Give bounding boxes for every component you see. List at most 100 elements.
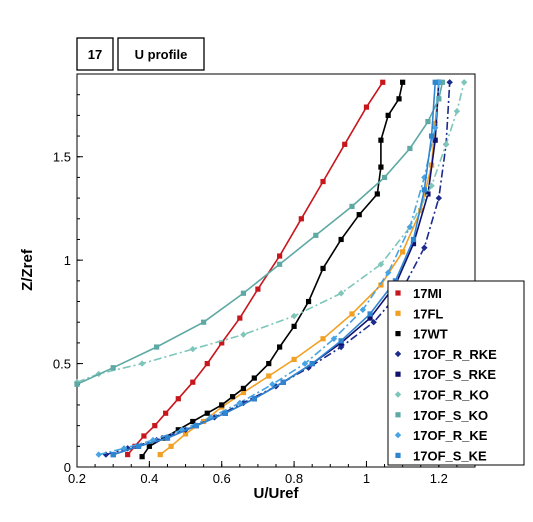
data-point xyxy=(141,433,147,439)
data-point xyxy=(400,249,406,255)
data-point xyxy=(204,410,210,416)
legend-entry-17wt: 17WT xyxy=(395,327,448,342)
data-point xyxy=(291,356,297,363)
legend-marker xyxy=(394,350,402,358)
legend-marker xyxy=(395,371,401,377)
data-point xyxy=(309,360,315,367)
legend-marker xyxy=(395,412,401,418)
data-point xyxy=(406,223,414,231)
data-point xyxy=(313,232,319,238)
data-point xyxy=(255,286,261,292)
data-point xyxy=(337,290,345,297)
data-point xyxy=(305,298,312,305)
x-tick-label: 0.8 xyxy=(285,471,303,486)
data-point xyxy=(410,241,417,247)
data-point xyxy=(146,443,152,449)
data-point xyxy=(432,124,439,131)
series-layer xyxy=(73,79,468,460)
data-point xyxy=(384,269,392,276)
legend-marker xyxy=(394,391,402,398)
data-point xyxy=(240,385,247,391)
data-point xyxy=(102,451,110,458)
x-tick-label: 0.6 xyxy=(213,471,231,486)
data-point xyxy=(442,141,450,148)
data-point xyxy=(446,79,453,86)
data-point xyxy=(385,112,391,118)
legend-label: 17WT xyxy=(413,327,448,342)
data-point xyxy=(291,323,297,329)
data-point xyxy=(338,236,344,243)
legend-marker xyxy=(395,331,401,337)
data-point xyxy=(204,360,210,367)
y-tick-label: 1 xyxy=(64,253,71,268)
data-point xyxy=(349,311,355,317)
data-point xyxy=(139,454,145,460)
data-point xyxy=(320,178,326,185)
series-17of-s-ke xyxy=(110,79,438,458)
x-tick-label: 0.2 xyxy=(68,471,86,486)
profile-tag: U profile xyxy=(117,37,205,71)
legend-marker xyxy=(394,431,402,439)
case-label: 17 xyxy=(88,47,102,62)
data-point xyxy=(367,315,373,321)
data-point xyxy=(439,79,446,85)
data-point xyxy=(359,306,367,313)
data-point xyxy=(396,96,402,102)
data-point xyxy=(342,141,348,147)
data-point xyxy=(163,410,169,416)
data-point xyxy=(251,375,257,381)
legend-entry-17of-s-ko: 17OF_S_KO xyxy=(395,408,488,423)
data-point xyxy=(269,381,276,388)
data-point xyxy=(240,290,247,296)
data-point xyxy=(320,336,326,342)
legend: 17MI 17FL 17WT 17OF_R_RKE 17OF_S_RKE 17OF_R_K… xyxy=(387,280,525,466)
data-point xyxy=(110,365,116,371)
data-point xyxy=(280,379,286,385)
legend-box xyxy=(387,280,525,466)
x-tick-label: 0.4 xyxy=(140,471,158,486)
legend-entry-17mi: 17MI xyxy=(395,286,442,301)
legend-entry-17of-s-ke: 17OF_S_KE xyxy=(395,448,487,463)
x-tick-label: 1.2 xyxy=(430,471,448,486)
data-point xyxy=(138,360,146,367)
data-point xyxy=(189,345,196,353)
legend-label: 17FL xyxy=(413,306,443,321)
data-point xyxy=(154,344,160,350)
data-point xyxy=(378,164,384,170)
legend-label: 17OF_R_KE xyxy=(413,428,488,443)
y-tick-label: 1.5 xyxy=(53,150,71,165)
data-point xyxy=(240,331,247,338)
data-point xyxy=(240,389,247,396)
data-point xyxy=(219,340,225,346)
data-point xyxy=(164,435,171,441)
legend-label: 17OF_S_RKE xyxy=(413,367,496,382)
x-tick-label: 1 xyxy=(363,471,370,486)
data-point xyxy=(421,187,427,193)
profile-label-box xyxy=(117,37,205,71)
legend-marker xyxy=(395,290,401,296)
legend-entry-17of-r-rke: 17OF_R_RKE xyxy=(394,347,497,362)
data-point xyxy=(460,79,468,86)
data-point xyxy=(277,344,283,350)
data-point xyxy=(436,96,442,102)
data-point xyxy=(407,145,413,152)
data-point xyxy=(363,104,370,110)
data-point xyxy=(168,443,174,449)
data-point xyxy=(182,431,189,437)
data-point xyxy=(301,360,309,367)
data-point xyxy=(418,207,424,214)
data-point xyxy=(190,418,196,425)
data-point xyxy=(157,451,163,458)
data-point xyxy=(201,319,207,325)
case-label-box xyxy=(76,37,114,71)
legend-items: 17MI 17FL 17WT 17OF_R_RKE 17OF_S_RKE 17OF_R_K… xyxy=(394,286,497,463)
legend-label: 17MI xyxy=(413,286,442,301)
data-point xyxy=(425,191,431,197)
y-tick-label: 0.5 xyxy=(53,357,71,372)
x-axis-title: U/Uref xyxy=(253,485,299,502)
series-17of-s-ko xyxy=(74,79,446,387)
data-point xyxy=(410,236,417,243)
case-tag: 17 xyxy=(76,37,114,71)
data-point xyxy=(432,79,438,85)
